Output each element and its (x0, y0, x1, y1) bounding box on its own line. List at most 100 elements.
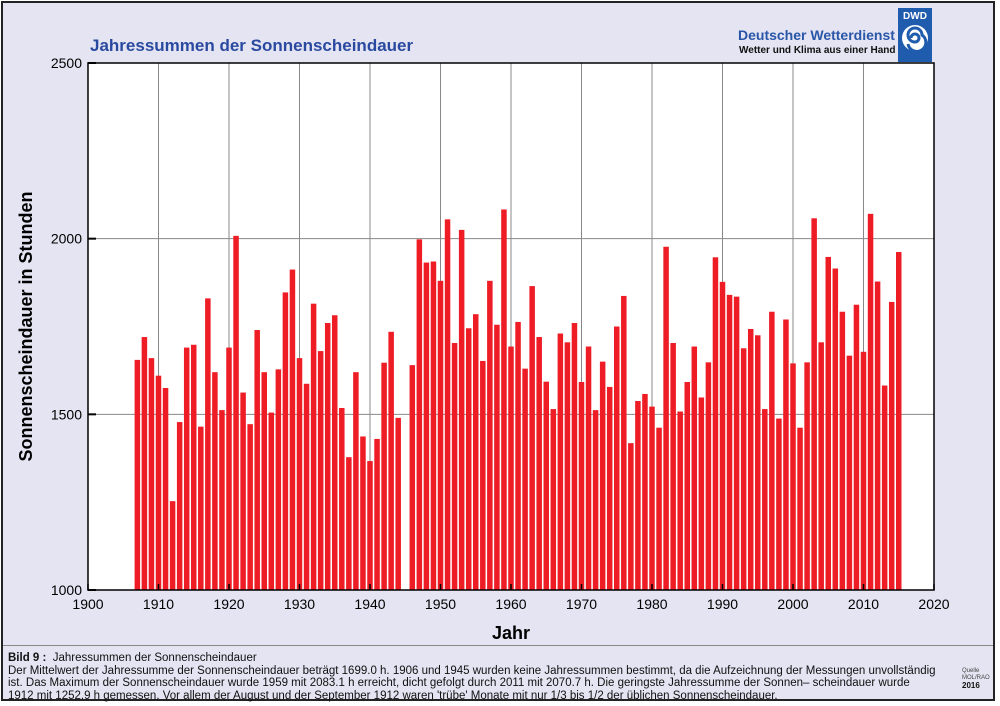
bar-1908 (141, 337, 148, 590)
bar-1925 (261, 372, 267, 590)
bar-1977 (628, 443, 634, 590)
bar-1932 (310, 303, 317, 590)
bar-2009 (853, 304, 860, 590)
x-tick-label: 2020 (918, 596, 949, 612)
y-axis-label: Sonnenscheindauer in Stunden (16, 191, 36, 461)
bar-1993 (740, 348, 747, 590)
bar-1988 (705, 362, 712, 590)
bar-1998 (776, 418, 782, 590)
bar-1983 (670, 343, 676, 590)
bar-1960 (508, 346, 514, 590)
chart-title: Jahressummen der Sonnenscheindauer (90, 36, 414, 55)
bar-1963 (529, 286, 535, 590)
bar-1992 (733, 296, 740, 590)
bar-1978 (635, 400, 641, 590)
caption-text: Der Mittelwert der Jahressumme der Sonne… (8, 664, 936, 702)
bar-1913 (176, 422, 183, 590)
bar-1973 (599, 361, 606, 590)
bar-1976 (621, 295, 627, 590)
bar-2001 (797, 427, 803, 590)
bar-1934 (324, 322, 331, 590)
figure-caption: Bild 9 : Jahressummen der Sonnenscheinda… (8, 652, 938, 702)
bar-1997 (769, 311, 775, 590)
bar-1929 (289, 269, 296, 590)
bar-2012 (874, 281, 881, 590)
bar-1948 (423, 262, 430, 590)
bar-1943 (388, 331, 394, 590)
bar-1910 (155, 375, 162, 590)
bar-1955 (473, 314, 479, 590)
bar-1970 (578, 382, 585, 590)
bar-1954 (465, 328, 472, 590)
bar-1964 (536, 337, 542, 590)
bar-1965 (543, 381, 549, 590)
bar-2015 (896, 252, 902, 590)
y-tick-label: 2500 (51, 55, 82, 71)
bar-1937 (346, 457, 352, 590)
source-label: Quelle (962, 668, 980, 674)
bar-1911 (162, 387, 169, 590)
bar-1939 (360, 436, 366, 590)
bar-1991 (726, 294, 733, 590)
bar-1982 (663, 246, 669, 591)
bar-2004 (818, 342, 824, 590)
x-axis-label: Jahr (492, 623, 530, 643)
y-tick-label: 1500 (51, 406, 82, 422)
bar-1957 (487, 280, 493, 590)
bar-1958 (494, 324, 500, 590)
bar-2005 (825, 256, 831, 590)
x-tick-label: 1930 (284, 596, 315, 612)
bar-1979 (642, 393, 648, 590)
x-tick-label: 1920 (213, 596, 244, 612)
bar-1999 (783, 319, 789, 590)
bar-1975 (614, 326, 620, 590)
bar-2008 (846, 355, 853, 590)
bar-1951 (444, 219, 451, 591)
bar-1907 (134, 359, 141, 590)
bar-1938 (353, 372, 359, 590)
bar-1916 (198, 426, 204, 590)
bar-1985 (684, 382, 690, 590)
bar-1972 (592, 410, 599, 590)
bar-1974 (606, 386, 613, 590)
source-year: 2016 (962, 681, 980, 690)
bar-1933 (317, 351, 324, 590)
bar-1953 (458, 229, 465, 590)
bar-1912 (169, 501, 176, 590)
bar-1990 (719, 281, 726, 590)
bar-1944 (395, 417, 401, 590)
bar-1969 (571, 322, 578, 590)
bar-1984 (677, 411, 683, 590)
bar-1935 (332, 315, 338, 590)
bar-1927 (275, 369, 282, 590)
dwd-logo-tagline: Wetter und Klima aus einer Hand (739, 45, 896, 56)
x-tick-label: 1910 (143, 596, 174, 612)
bar-1909 (148, 358, 155, 590)
bar-1949 (430, 261, 437, 590)
y-tick-label: 1000 (51, 582, 82, 598)
bar-1915 (191, 344, 197, 590)
bar-1959 (501, 209, 507, 590)
bar-1956 (480, 360, 486, 590)
dwd-badge: DWD (903, 11, 927, 22)
source-note: Quelle MOL/RAO 2016 (962, 668, 990, 690)
x-tick-label: 1990 (707, 596, 738, 612)
bar-2003 (811, 218, 817, 590)
bar-2011 (867, 213, 874, 590)
bar-1936 (339, 408, 345, 590)
bar-2000 (790, 363, 796, 590)
bar-1919 (219, 410, 225, 590)
bar-1947 (416, 239, 423, 591)
bar-2013 (881, 385, 888, 590)
bar-1987 (698, 397, 705, 590)
bar-1994 (747, 328, 754, 590)
x-tick-label: 1940 (354, 596, 385, 612)
source-org: MOL/RAO (962, 675, 990, 681)
bar-1924 (254, 330, 260, 590)
bar-2002 (804, 362, 810, 590)
bar-1921 (233, 235, 239, 590)
bar-1968 (564, 342, 571, 590)
x-tick-label: 1960 (495, 596, 526, 612)
bar-1928 (282, 292, 289, 590)
